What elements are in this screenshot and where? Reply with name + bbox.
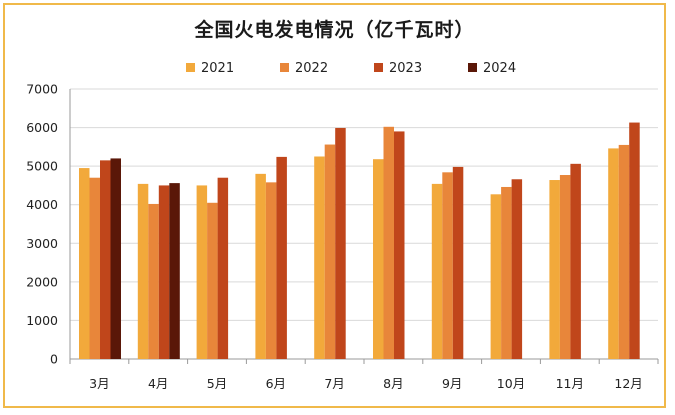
bar-2022-12月 — [618, 144, 630, 359]
legend-swatch-2022 — [280, 63, 289, 72]
bar-2021-10月 — [490, 194, 502, 359]
y-tick-label: 5000 — [26, 159, 58, 174]
bar-2023-8月 — [394, 131, 405, 359]
chart-title: 全国火电发电情况（亿千瓦时） — [194, 19, 475, 41]
bar-2023-10月 — [511, 179, 523, 359]
y-tick-label: 7000 — [26, 82, 58, 97]
y-tick-label: 6000 — [26, 120, 58, 135]
bar-2024-4月 — [169, 183, 180, 359]
legend-swatch-2021 — [186, 63, 195, 72]
x-tick-label: 6月 — [266, 376, 286, 391]
bar-2022-10月 — [501, 186, 512, 359]
legend: 2021 2022 2023 2024 — [186, 61, 516, 76]
y-tick-label: 3000 — [26, 236, 58, 251]
x-tick-label: 3月 — [89, 376, 109, 391]
y-tick-label: 1000 — [26, 313, 58, 328]
legend-label-2024: 2024 — [483, 61, 516, 76]
legend-swatch-2024 — [468, 63, 477, 72]
y-tick-label: 0 — [50, 352, 58, 367]
x-tick-label: 7月 — [324, 376, 344, 391]
bar-2023-9月 — [452, 166, 464, 359]
bar-2022-9月 — [442, 172, 453, 359]
bar-2022-5月 — [207, 202, 218, 359]
legend-label-2022: 2022 — [295, 61, 328, 76]
bar-2023-7月 — [335, 127, 346, 359]
x-tick-label: 12月 — [614, 376, 642, 391]
bar-2023-6月 — [276, 156, 287, 359]
bar-2021-7月 — [314, 156, 325, 359]
bar-2023-4月 — [158, 185, 170, 359]
x-axis: 3月 4月 5月 6月 7月 8月 9月 10月 11月 12月 — [69, 359, 659, 391]
x-tick-label: 5月 — [207, 376, 227, 391]
y-tick-label: 4000 — [26, 197, 58, 212]
bar-2022-6月 — [265, 182, 277, 359]
bar-2021-5月 — [196, 185, 208, 359]
y-tick-label: 2000 — [26, 274, 58, 289]
bar-2022-11月 — [559, 175, 571, 359]
y-axis: 0 1000 2000 3000 4000 5000 6000 7000 — [26, 82, 71, 367]
x-tick-label: 9月 — [442, 376, 462, 391]
bar-2024-3月 — [110, 158, 121, 359]
bar-2023-12月 — [629, 122, 640, 359]
bar-2022-7月 — [324, 144, 336, 359]
x-tick-label: 11月 — [556, 376, 584, 391]
legend-label-2023: 2023 — [389, 61, 422, 76]
bar-2021-6月 — [255, 173, 266, 359]
bar-2021-8月 — [373, 159, 384, 359]
bar-2022-4月 — [148, 203, 159, 359]
bar-2022-8月 — [383, 126, 394, 359]
x-tick-label: 4月 — [148, 376, 168, 391]
bar-2023-5月 — [217, 177, 229, 359]
bar-2021-4月 — [137, 183, 149, 359]
bar-2023-3月 — [100, 160, 111, 359]
bar-2021-3月 — [79, 168, 90, 359]
bar-2022-3月 — [89, 177, 100, 359]
bar-2021-12月 — [608, 148, 619, 359]
legend-swatch-2023 — [374, 63, 383, 72]
bar-2023-11月 — [570, 163, 581, 359]
bar-2021-9月 — [431, 183, 443, 359]
bar-2021-11月 — [549, 180, 560, 359]
legend-label-2021: 2021 — [201, 61, 234, 76]
bars — [79, 122, 640, 359]
x-tick-label: 10月 — [497, 376, 525, 391]
x-tick-label: 8月 — [383, 376, 403, 391]
